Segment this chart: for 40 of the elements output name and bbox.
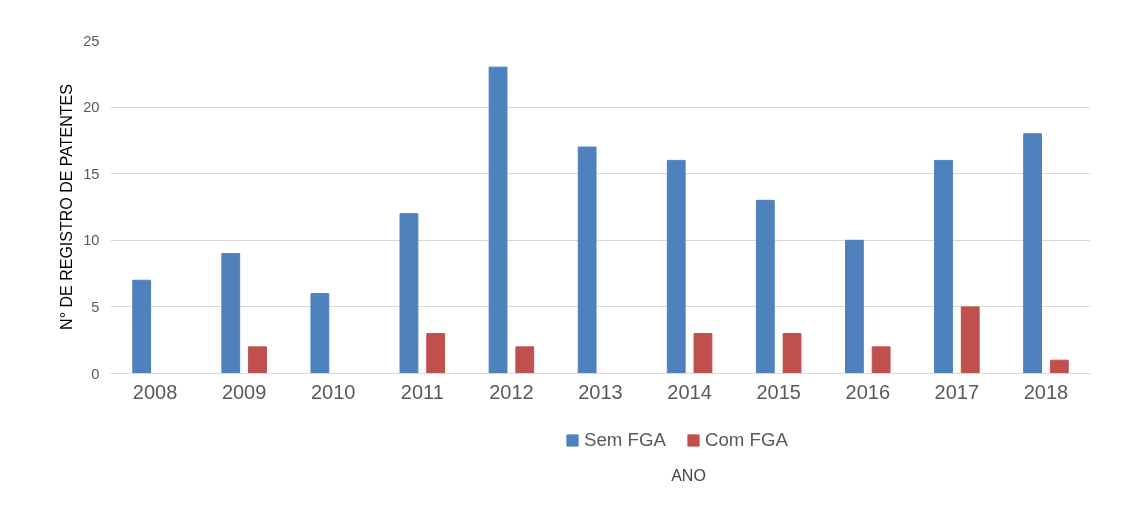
y-tick-label: 20 bbox=[83, 99, 100, 116]
bar bbox=[221, 253, 241, 374]
legend-label: Sem FGA bbox=[584, 429, 666, 451]
x-tick-label: 2008 bbox=[132, 380, 178, 403]
bar bbox=[310, 293, 330, 374]
bar bbox=[782, 333, 802, 374]
x-tick-label: 2017 bbox=[934, 380, 980, 403]
y-tick-label: 5 bbox=[91, 298, 100, 315]
bar bbox=[488, 66, 508, 374]
bar bbox=[845, 239, 864, 374]
x-tick-label: 2018 bbox=[1023, 380, 1069, 403]
bar bbox=[132, 279, 152, 374]
x-tick-label: 2012 bbox=[489, 380, 534, 403]
x-axis-title: ANO bbox=[671, 466, 706, 484]
bar bbox=[426, 333, 446, 374]
x-tick-label: 2011 bbox=[400, 380, 444, 403]
y-tick-label: 10 bbox=[83, 232, 100, 249]
bar bbox=[960, 306, 980, 374]
y-tick-label: 0 bbox=[91, 365, 100, 382]
y-tick-label: 25 bbox=[83, 32, 100, 49]
y-axis-title: N° DE REGISTRO DE PATENTES bbox=[58, 84, 76, 330]
bar bbox=[399, 213, 419, 374]
x-tick-label: 2016 bbox=[845, 380, 891, 403]
legend-label: Com FGA bbox=[704, 429, 788, 451]
x-tick-label: 2009 bbox=[221, 380, 267, 403]
bar bbox=[248, 346, 267, 374]
bar bbox=[666, 159, 686, 374]
bar bbox=[934, 159, 953, 374]
x-tick-label: 2015 bbox=[756, 380, 801, 403]
x-tick-label: 2014 bbox=[667, 380, 712, 403]
bar bbox=[693, 333, 713, 374]
bar bbox=[755, 199, 775, 374]
bar bbox=[871, 346, 891, 374]
bar bbox=[1023, 133, 1042, 374]
bar bbox=[577, 146, 597, 374]
bar bbox=[1049, 359, 1069, 374]
x-tick-label: 2010 bbox=[310, 380, 356, 403]
y-tick-label: 15 bbox=[83, 165, 100, 182]
bar bbox=[515, 346, 535, 374]
x-tick-label: 2013 bbox=[578, 380, 623, 403]
